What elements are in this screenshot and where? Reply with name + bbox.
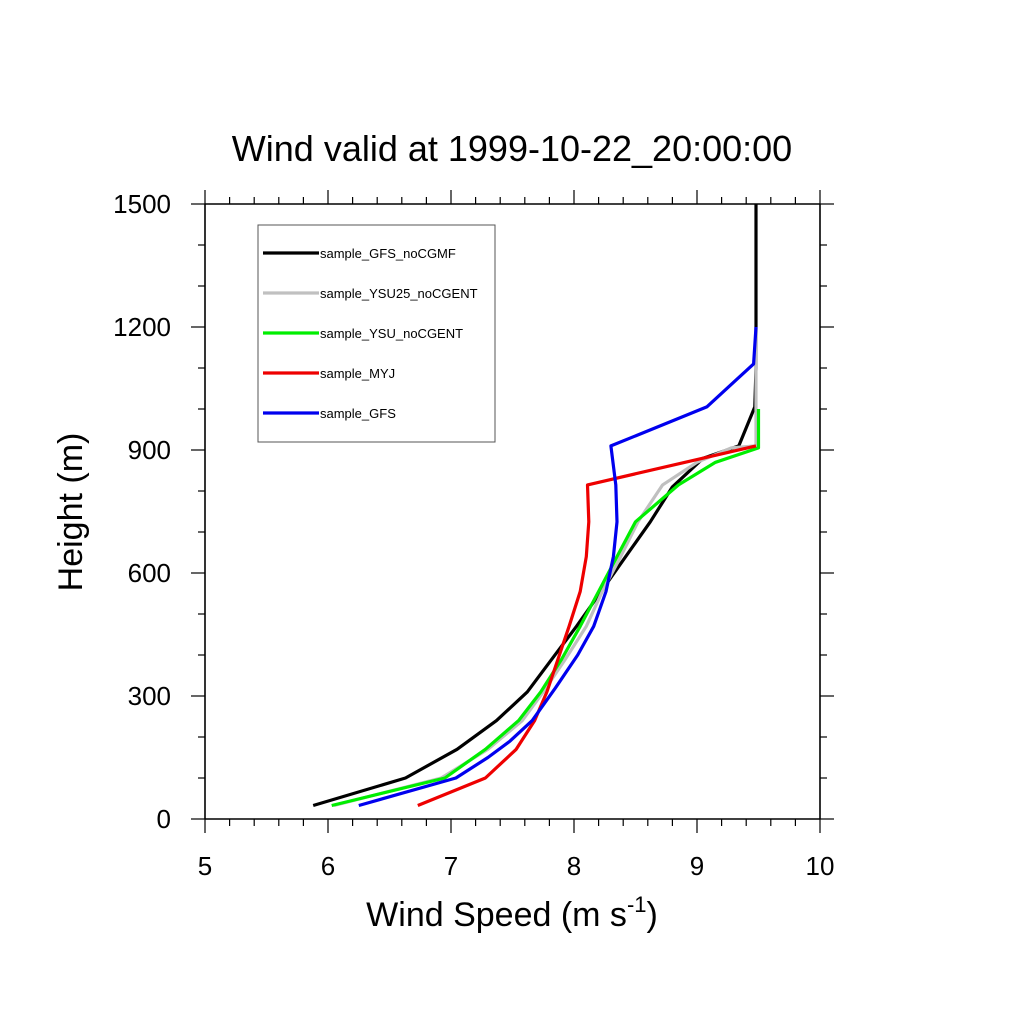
series-line-sample-ysu-nocgent xyxy=(331,409,761,808)
y-axis-label: Height (m) xyxy=(52,433,90,592)
series-line-sample-myj xyxy=(417,444,757,807)
y-tick-label: 300 xyxy=(128,681,171,711)
series-line-sample-ysu25-nocgent xyxy=(333,327,758,808)
x-axis-label: Wind Speed (m s-1) xyxy=(366,892,658,934)
y-tick-label: 0 xyxy=(157,804,171,834)
x-tick-label: 6 xyxy=(321,851,335,881)
axis-ticks xyxy=(191,190,834,833)
x-tick-label: 7 xyxy=(444,851,458,881)
plot-frame xyxy=(204,203,821,820)
chart-title: Wind valid at 1999-10-22_20:00:00 xyxy=(232,128,792,169)
x-tick-label: 8 xyxy=(567,851,581,881)
axis-tick-labels: 5 6 7 8 9 10 0 300 600 900 1200 1500 xyxy=(113,189,834,881)
series-line-sample-gfs xyxy=(358,326,758,808)
legend-label-sample-gfs-nocgmf: sample_GFS_noCGMF xyxy=(320,246,456,261)
y-tick-label: 900 xyxy=(128,435,171,465)
legend: sample_GFS_noCGMF sample_YSU25_noCGENTsam… xyxy=(257,224,496,443)
x-tick-label: 5 xyxy=(198,851,212,881)
y-tick-label: 1500 xyxy=(113,189,171,219)
x-tick-label: 10 xyxy=(806,851,835,881)
y-tick-label: 600 xyxy=(128,558,171,588)
legend-label-sample-ysu25-nocgent: sample_YSU25_noCGENT xyxy=(320,286,478,301)
legend-label-sample-ysu-nocgent: sample_YSU_noCGENT xyxy=(320,326,463,341)
series-lines xyxy=(312,204,761,808)
y-tick-label: 1200 xyxy=(113,312,171,342)
legend-label-sample-gfs: sample_GFS xyxy=(320,406,396,421)
legend-label-sample-myj: sample_MYJ xyxy=(320,366,395,381)
x-tick-label: 9 xyxy=(690,851,704,881)
